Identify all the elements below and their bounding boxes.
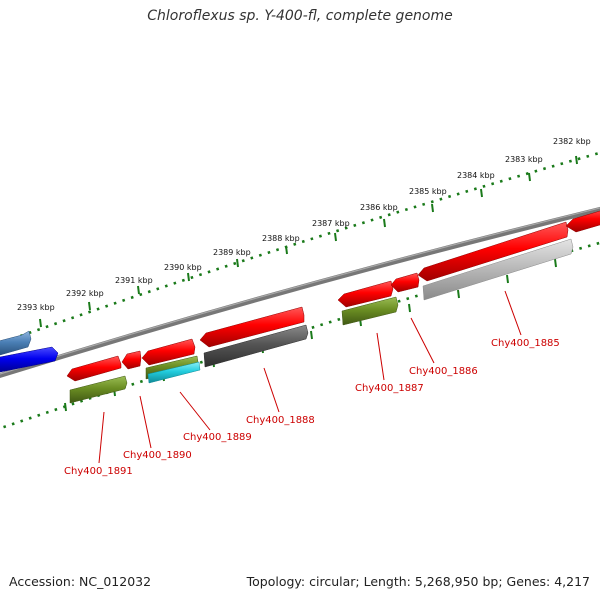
genome-backbone [0, 206, 600, 379]
major-tick [575, 155, 578, 165]
major-tick [408, 303, 411, 313]
major-tick [480, 188, 483, 198]
gene-label: Chy400_1889 [183, 432, 252, 443]
label-leader-line [139, 395, 152, 449]
cds-arrow [66, 355, 122, 382]
tick-label: 2391 kbp [115, 276, 153, 285]
major-tick [310, 330, 313, 340]
major-tick [554, 258, 557, 268]
major-tick [187, 272, 190, 282]
cds-arrow [390, 272, 420, 293]
cds-arrow [141, 338, 196, 366]
cds-arrow [417, 221, 569, 282]
blue-feature [0, 346, 59, 373]
label-leader-line [410, 317, 435, 364]
tick-label: 2393 kbp [17, 303, 55, 312]
gene-label: Chy400_1888 [246, 415, 315, 426]
light-gray-feature [422, 238, 574, 301]
label-leader-line [98, 411, 105, 464]
major-tick [137, 285, 140, 295]
page-title: Chloroflexus sp. Y-400-fl, complete geno… [147, 8, 453, 24]
tick-label: 2382 kbp [553, 137, 591, 146]
tick-label: 2383 kbp [505, 155, 543, 164]
cds-arrow [199, 306, 305, 348]
major-tick [383, 218, 386, 228]
tick-label: 2392 kbp [66, 289, 104, 298]
olive-feature [69, 375, 128, 404]
label-leader-line [504, 290, 522, 336]
label-leader-line [179, 391, 211, 431]
gene-label: Chy400_1891 [64, 466, 133, 477]
cds-arrow [337, 280, 394, 308]
label-leader-line [376, 332, 385, 381]
gene-label: Chy400_1885 [491, 338, 560, 349]
tick-label: 2388 kbp [262, 234, 300, 243]
major-tick [528, 172, 531, 182]
major-tick [285, 245, 288, 255]
major-tick [39, 318, 42, 328]
gene-label: Chy400_1886 [409, 366, 478, 377]
cds-arrow [121, 350, 142, 370]
label-leader-line [263, 367, 280, 413]
major-tick [334, 232, 337, 242]
major-tick [431, 203, 434, 213]
tick-label: 2390 kbp [164, 263, 202, 272]
major-tick [64, 402, 67, 412]
steel-feature [0, 330, 32, 356]
tick-label: 2386 kbp [360, 203, 398, 212]
tick-label: 2385 kbp [409, 187, 447, 196]
cyan-feature [147, 361, 201, 384]
tick-label: 2384 kbp [457, 171, 495, 180]
genome-backbone-highlight [0, 207, 600, 375]
gene-label: Chy400_1887 [355, 383, 424, 394]
major-tick [236, 258, 239, 268]
major-tick [506, 274, 509, 284]
gene-label: Chy400_1890 [123, 450, 192, 461]
tick-label: 2387 kbp [312, 219, 350, 228]
dark-gray-feature [203, 324, 309, 368]
genome-summary-text: Topology: circular; Length: 5,268,950 bp… [246, 574, 590, 589]
cds-arrow [565, 210, 600, 233]
major-tick [457, 289, 460, 299]
olive-feature [341, 296, 399, 326]
accession-text: Accession: NC_012032 [9, 574, 152, 589]
tick-label: 2389 kbp [213, 248, 251, 257]
major-tick [88, 301, 91, 311]
